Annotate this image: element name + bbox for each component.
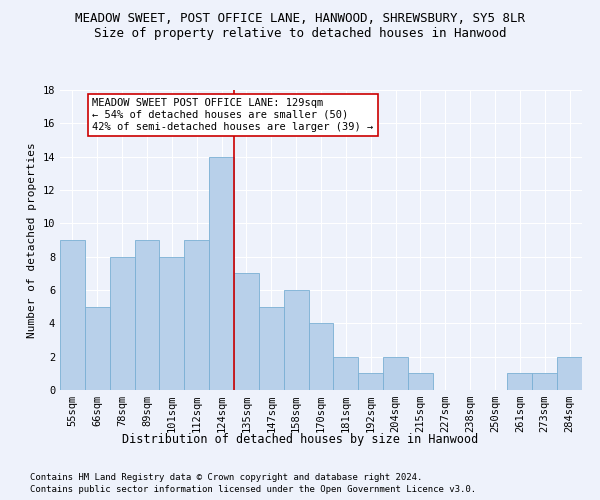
Text: MEADOW SWEET, POST OFFICE LANE, HANWOOD, SHREWSBURY, SY5 8LR: MEADOW SWEET, POST OFFICE LANE, HANWOOD,… [75,12,525,26]
Bar [557,356,582,390]
Bar [508,374,532,390]
Text: Distribution of detached houses by size in Hanwood: Distribution of detached houses by size … [122,432,478,446]
Bar [334,356,358,390]
Bar [134,240,160,390]
Bar [60,240,85,390]
Y-axis label: Number of detached properties: Number of detached properties [27,142,37,338]
Bar [408,374,433,390]
Bar [85,306,110,390]
Bar [383,356,408,390]
Text: Contains public sector information licensed under the Open Government Licence v3: Contains public sector information licen… [30,485,476,494]
Text: Size of property relative to detached houses in Hanwood: Size of property relative to detached ho… [94,28,506,40]
Text: MEADOW SWEET POST OFFICE LANE: 129sqm
← 54% of detached houses are smaller (50)
: MEADOW SWEET POST OFFICE LANE: 129sqm ← … [92,98,374,132]
Bar [308,324,334,390]
Bar [259,306,284,390]
Bar [209,156,234,390]
Bar [532,374,557,390]
Bar [160,256,184,390]
Bar [184,240,209,390]
Bar [110,256,134,390]
Text: Contains HM Land Registry data © Crown copyright and database right 2024.: Contains HM Land Registry data © Crown c… [30,472,422,482]
Bar [284,290,308,390]
Bar [358,374,383,390]
Bar [234,274,259,390]
